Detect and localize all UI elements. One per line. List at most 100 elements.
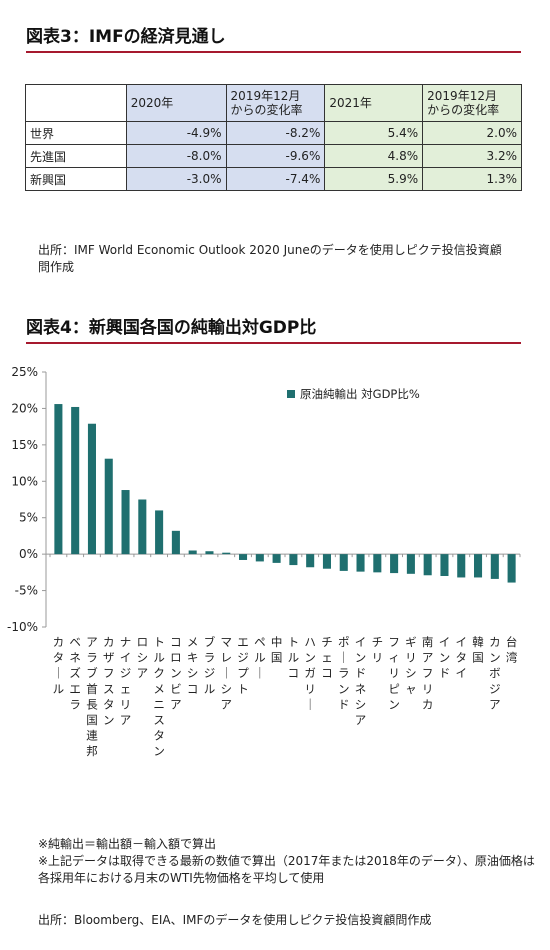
x-axis-labels: カタ｜ルベネズエラアラブ首長国連邦カザフスタンナイジェリアロシアトルクメニスタン… xyxy=(53,635,518,758)
x-tick-label: メキシコ xyxy=(187,635,199,696)
bars xyxy=(49,404,521,583)
x-tick-label: チリ xyxy=(372,635,384,665)
y-tick-label: 10% xyxy=(11,474,38,488)
x-tick-label: カンボジア xyxy=(489,635,501,711)
bar xyxy=(205,551,214,555)
bar xyxy=(306,554,315,568)
x-tick-label: 台湾 xyxy=(506,635,518,665)
x-tick-label: イタイ xyxy=(456,635,468,680)
x-tick-label: インドネシア xyxy=(355,635,367,727)
row-label: 新興国 xyxy=(25,167,127,191)
chart-title: 図表4：新興国各国の純輸出対GDP比 xyxy=(26,313,521,344)
y-tick-label: 20% xyxy=(11,401,38,415)
bar xyxy=(356,554,365,572)
bar xyxy=(373,554,382,573)
note-line: ※純輸出＝輸出額－輸入額で算出 xyxy=(38,837,217,851)
y-axis: -10% -5% 0% 5% 10% 15% 20% 25% xyxy=(7,365,520,634)
x-tick-label: 中国 xyxy=(271,635,283,665)
table-cell: -3.0% xyxy=(125,167,227,191)
y-tick-label: 0% xyxy=(19,547,38,561)
x-tick-label: トルクメニスタン xyxy=(153,635,165,758)
table-cell: -9.6% xyxy=(225,144,326,168)
table-title: 図表3：IMFの経済見通し xyxy=(26,22,521,53)
table-cell: 3.2% xyxy=(422,144,522,168)
bar xyxy=(138,499,147,555)
bar xyxy=(71,406,80,555)
x-tick-label: ベネズエラ xyxy=(69,635,81,711)
table-cell: 5.9% xyxy=(324,167,424,191)
bar xyxy=(289,554,298,566)
x-tick-label: エジプト xyxy=(237,635,249,696)
bar xyxy=(171,530,180,555)
x-tick-label: ペル｜ xyxy=(254,635,266,680)
y-tick-label: -5% xyxy=(15,584,38,598)
row-label: 世界 xyxy=(25,121,127,145)
y-tick-label: 15% xyxy=(11,438,38,452)
x-tick-label: コロンビア xyxy=(170,635,182,711)
bar xyxy=(54,404,63,555)
x-tick-label: ブラジル xyxy=(204,635,216,696)
bar xyxy=(155,510,164,555)
header-change-2021: 2019年12月 からの変化率 xyxy=(422,84,522,122)
bar xyxy=(322,554,331,569)
header-2020: 2020年 xyxy=(125,84,227,122)
x-tick-label: フィリピン xyxy=(388,635,400,711)
x-tick-label: アラブ首長国連邦 xyxy=(86,635,98,758)
legend-label: 原油純輸出 対GDP比% xyxy=(300,387,420,401)
legend-swatch xyxy=(287,390,295,398)
x-tick-label: 韓国 xyxy=(472,635,484,665)
bar xyxy=(239,554,248,560)
table-cell: -8.2% xyxy=(225,121,326,145)
legend: 原油純輸出 対GDP比% xyxy=(287,387,420,401)
net-export-bar-chart: -10% -5% 0% 5% 10% 15% 20% 25% カタ｜ルベネズエラアラブ首長国連… xyxy=(7,365,521,758)
y-tick-label: 25% xyxy=(11,365,38,379)
bar xyxy=(406,554,415,574)
chart-source: 出所：Bloomberg、EIA、IMFのデータを使用しピクテ投信投資顧問作成 xyxy=(38,913,432,927)
header-corner xyxy=(25,84,127,122)
table-header-row: 2020年 2019年12月 からの変化率 2021年 2019年12月 からの変化… xyxy=(25,84,522,122)
y-tick-label: -10% xyxy=(7,620,38,634)
x-tick-label: カタ｜ル xyxy=(53,635,65,696)
x-tick-label: ポ｜ランド xyxy=(338,635,350,711)
x-tick-label: ロシア xyxy=(137,635,149,680)
x-tick-label: インド xyxy=(439,635,451,680)
x-tick-label: カザフスタン xyxy=(103,635,115,727)
imf-outlook-table: 2020年 2019年12月 からの変化率 2021年 2019年12月 からの変化… xyxy=(25,84,522,191)
table-row: 先進国 -8.0% -9.6% 4.8% 3.2% xyxy=(25,144,522,168)
bar xyxy=(87,423,96,555)
table-cell: -8.0% xyxy=(125,144,227,168)
bar xyxy=(255,554,264,562)
x-tick-label: ギリシャ xyxy=(405,635,417,696)
bar xyxy=(272,554,281,563)
table-row: 世界 -4.9% -8.2% 5.4% 2.0% xyxy=(25,121,522,145)
bar xyxy=(104,458,113,555)
table-cell: 5.4% xyxy=(324,121,424,145)
table-cell: 2.0% xyxy=(422,121,522,145)
bar xyxy=(121,490,130,555)
x-tick-label: トルコ xyxy=(288,635,300,680)
bar xyxy=(490,554,499,579)
table-source: 出所：IMF World Economic Outlook 2020 Juneの… xyxy=(38,243,502,274)
chart-notes: ※純輸出＝輸出額－輸入額で算出 ※上記データは取得できる最新の数値で算出（201… xyxy=(38,836,538,887)
table-cell: 4.8% xyxy=(324,144,424,168)
row-label: 先進国 xyxy=(25,144,127,168)
bar xyxy=(188,550,197,555)
bar xyxy=(222,552,231,555)
table-cell: -4.9% xyxy=(125,121,227,145)
bar xyxy=(474,554,483,578)
table-cell: -7.4% xyxy=(225,167,326,191)
x-tick-label: ナイジェリア xyxy=(120,635,132,727)
x-tick-label: 南アフリカ xyxy=(422,635,434,711)
bar xyxy=(457,554,466,578)
x-tick-label: マレ｜シア xyxy=(221,635,233,711)
bar xyxy=(390,554,399,574)
y-tick-label: 5% xyxy=(19,511,38,525)
bar xyxy=(339,554,348,571)
table-row: 新興国 -3.0% -7.4% 5.9% 1.3% xyxy=(25,167,522,191)
bar xyxy=(423,554,432,576)
x-tick-label: ハンガリ｜ xyxy=(304,635,316,711)
header-2021: 2021年 xyxy=(324,84,424,122)
bar xyxy=(507,554,516,583)
x-tick-label: チェコ xyxy=(321,635,333,680)
header-change-2020: 2019年12月 からの変化率 xyxy=(225,84,326,122)
